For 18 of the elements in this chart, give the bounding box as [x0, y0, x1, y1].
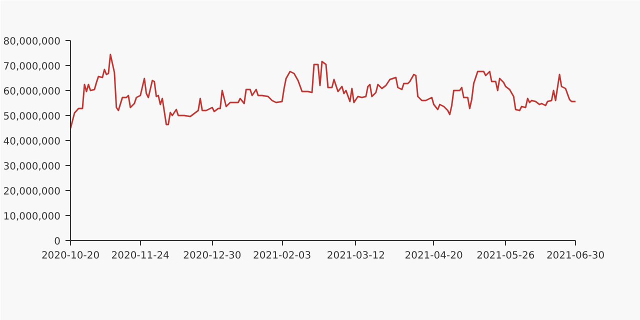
y-tick-label: 0 — [54, 236, 61, 248]
y-tick-label: 10,000,000 — [3, 212, 61, 222]
x-tick-label: 2021-04-20 — [404, 250, 463, 262]
x-tick-label: 2021-06-30 — [546, 250, 605, 262]
y-tick-label: 40,000,000 — [3, 136, 61, 148]
x-tick-label: 2020-12-30 — [183, 250, 242, 262]
line-series — [70, 54, 576, 130]
y-tick-label: 50,000,000 — [3, 112, 61, 122]
x-tick-label: 2021-03-12 — [326, 250, 385, 262]
x-tick-label: 2020-10-20 — [41, 250, 100, 262]
y-tick-label: 30,000,000 — [3, 162, 61, 172]
y-tick-label: 20,000,000 — [3, 186, 61, 198]
x-tick-label: 2020-11-24 — [111, 250, 170, 262]
y-tick-label: 60,000,000 — [3, 86, 61, 98]
x-tick-label: 2021-02-03 — [253, 250, 312, 262]
y-tick-label: 80,000,000 — [3, 36, 61, 48]
x-tick-label: 2021-05-26 — [476, 250, 535, 262]
y-tick-label: 70,000,000 — [3, 62, 61, 72]
